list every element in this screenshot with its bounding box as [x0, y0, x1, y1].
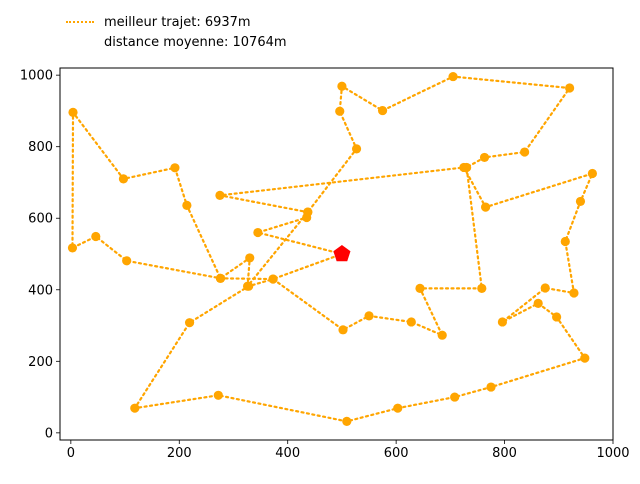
city-point	[338, 325, 348, 335]
legend-label-best-route: meilleur trajet: 6937m	[104, 14, 251, 30]
city-point	[245, 253, 255, 263]
city-point	[565, 83, 575, 93]
route-layer	[67, 71, 597, 426]
city-point	[520, 147, 530, 157]
city-point	[393, 403, 403, 413]
city-point	[480, 202, 491, 212]
city-point	[118, 174, 129, 184]
x-axis-ticks: 0 200 400 600 800 1000	[67, 440, 630, 461]
route-line	[71, 75, 595, 423]
y-tick-label: 1000	[20, 69, 53, 84]
city-point	[213, 390, 223, 400]
legend: meilleur trajet: 6937m distance moyenne:…	[64, 12, 287, 52]
city-point	[364, 311, 374, 321]
city-point	[351, 144, 362, 154]
city-point	[184, 318, 195, 328]
city-point	[437, 330, 447, 340]
y-tick-label: 600	[28, 212, 53, 227]
city-point	[448, 71, 458, 82]
city-point	[335, 106, 345, 116]
legend-item-average-distance: distance moyenne: 10764m	[64, 32, 287, 52]
y-tick-label: 800	[28, 140, 53, 155]
legend-item-best-route: meilleur trajet: 6937m	[64, 12, 287, 32]
city-point	[587, 168, 597, 179]
city-point	[337, 81, 347, 91]
city-point	[215, 273, 226, 283]
city-point	[242, 281, 253, 291]
x-tick-label: 600	[384, 446, 409, 461]
city-point	[122, 256, 132, 266]
x-tick-label: 0	[67, 446, 75, 461]
city-point	[479, 152, 490, 163]
x-tick-label: 200	[167, 446, 192, 461]
city-point	[68, 107, 78, 117]
city-point	[552, 312, 562, 322]
y-tick-label: 200	[28, 355, 53, 370]
city-point	[569, 288, 579, 298]
city-point	[415, 283, 425, 293]
legend-label-average-distance: distance moyenne: 10764m	[104, 34, 287, 50]
city-point	[560, 236, 570, 247]
city-point	[303, 207, 313, 217]
y-tick-label: 400	[28, 283, 53, 298]
city-point	[182, 200, 192, 210]
start-point-marker	[333, 245, 351, 262]
x-tick-label: 800	[492, 446, 517, 461]
city-point	[462, 162, 472, 173]
city-point	[533, 298, 543, 308]
city-point	[477, 283, 487, 293]
city-point	[215, 190, 225, 200]
y-axis-ticks: 0 200 400 600 800 1000	[20, 69, 60, 441]
city-point	[67, 243, 78, 253]
legend-swatch-dotted-line	[64, 12, 94, 32]
city-point	[170, 163, 180, 173]
city-point	[580, 353, 590, 363]
city-point	[130, 403, 140, 413]
city-point	[268, 274, 278, 284]
city-point	[253, 227, 263, 238]
city-point	[91, 231, 101, 242]
city-point	[540, 283, 550, 293]
x-tick-label: 1000	[596, 446, 629, 461]
city-point	[575, 196, 586, 207]
city-point	[342, 416, 352, 426]
y-tick-label: 0	[45, 426, 53, 441]
city-point	[406, 317, 416, 327]
city-point	[497, 317, 507, 327]
legend-swatch-empty	[64, 32, 94, 52]
city-point	[377, 105, 388, 116]
city-point	[450, 392, 460, 402]
city-point	[486, 382, 496, 392]
x-tick-label: 400	[275, 446, 300, 461]
